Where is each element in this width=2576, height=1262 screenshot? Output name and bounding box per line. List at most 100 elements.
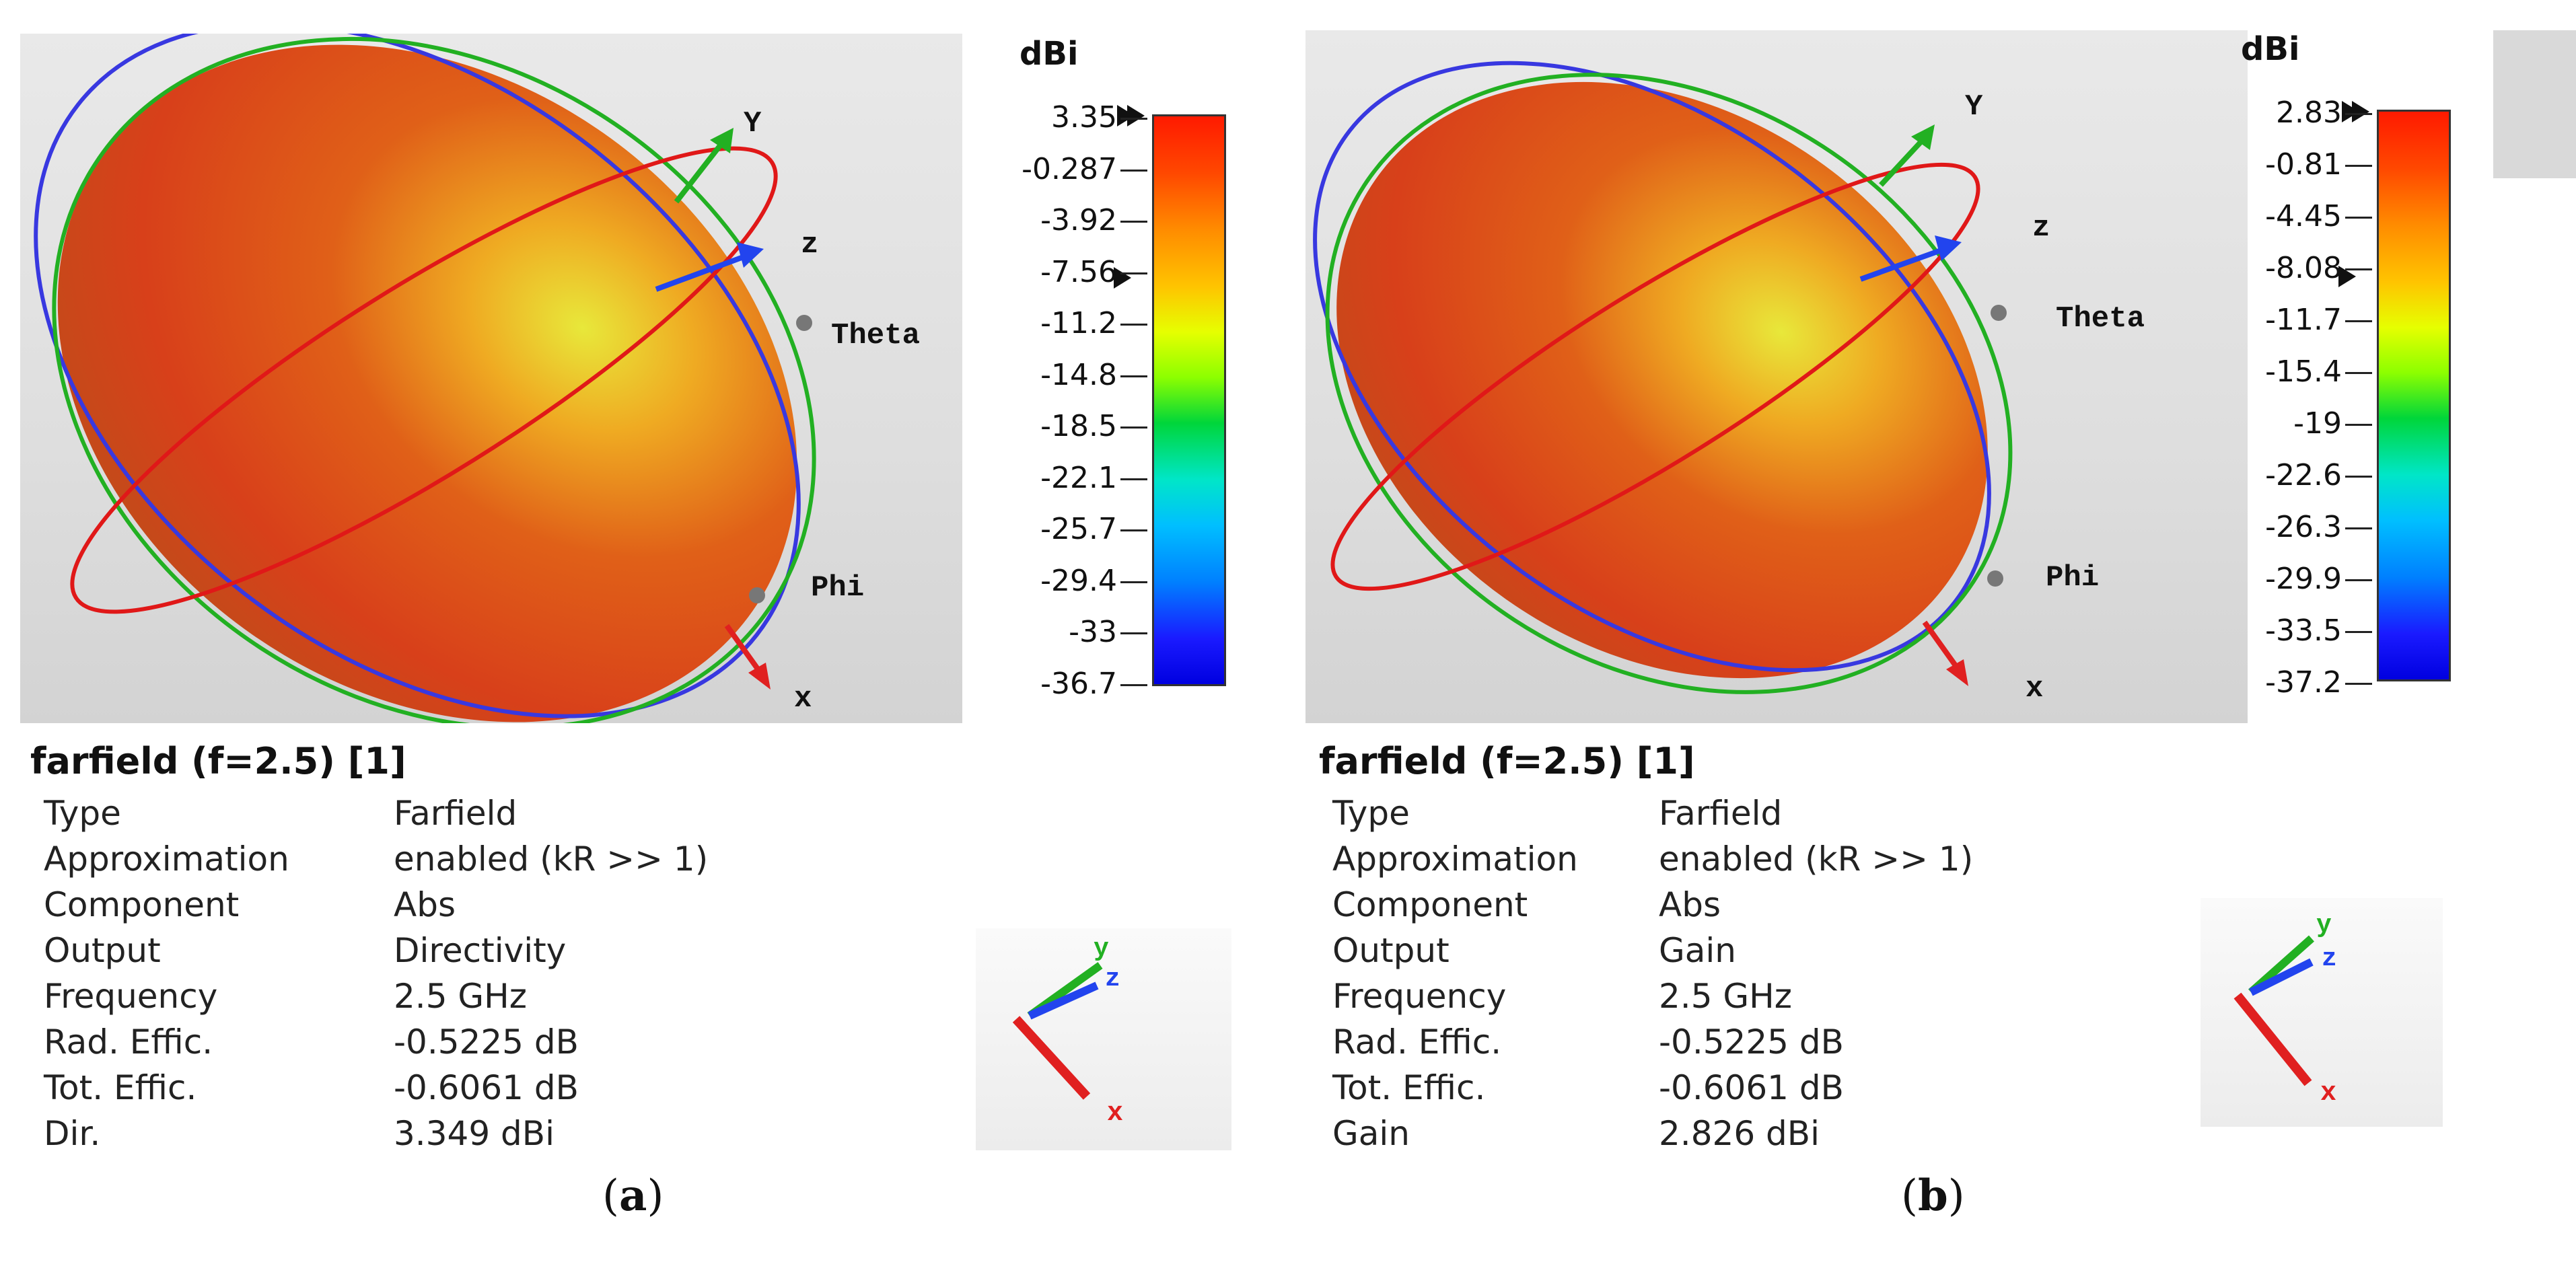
y-axis-arrow: [1879, 136, 1927, 187]
z-axis-label: z: [801, 228, 818, 262]
orientation-axes-widget: y z x: [2201, 898, 2443, 1127]
colorbar-tick: [1120, 221, 1147, 223]
colorbar-tick-label: -25.7: [1040, 512, 1117, 546]
property-key: Dir.: [44, 1114, 101, 1153]
property-key: Frequency: [1332, 977, 1507, 1016]
equator-ring-red: [1330, 162, 1980, 591]
property-key: Tot. Effic.: [44, 1068, 197, 1107]
colorbar-tick: [1120, 581, 1147, 583]
z-axis-arrow: [655, 253, 748, 292]
phi-label: Phi: [2046, 561, 2099, 595]
colorbar-tick: [1120, 324, 1147, 326]
colorbar-min-marker[interactable]: [1114, 267, 1131, 289]
colorbar-tick: [2345, 165, 2372, 167]
colorbar-tick: [2345, 217, 2372, 219]
radiation-pattern-body: [57, 44, 797, 722]
colorbar-tick-label: -14.8: [1040, 357, 1117, 392]
caption-a: (a): [602, 1171, 664, 1221]
property-value: Gain: [1659, 931, 1736, 970]
colorbar-tick: [2345, 631, 2372, 633]
property-key: Frequency: [44, 977, 218, 1016]
colorbar-tick-label: -4.45: [2265, 199, 2342, 233]
scrollbar[interactable]: [2493, 30, 2576, 178]
colorbar-tick-label: -22.1: [1040, 460, 1117, 495]
colorbar-tick: [2345, 372, 2372, 374]
colorbar-tick-label: -33: [1069, 615, 1117, 649]
y-axis-arrowhead: [710, 128, 734, 153]
colorbar-tick-label: -11.2: [1040, 306, 1117, 340]
colorbar-tick-label: -0.81: [2265, 147, 2342, 182]
z-axis-arrowhead: [1935, 235, 1962, 261]
colorbar-unit: dBi: [2241, 30, 2300, 68]
phi-marker: [749, 587, 765, 603]
property-key: Type: [1332, 794, 1410, 833]
property-key: Rad. Effic.: [1332, 1023, 1502, 1062]
property-value: Abs: [394, 885, 456, 924]
phi-label: Phi: [811, 571, 864, 605]
colorbar: [1152, 114, 1226, 686]
3d-farfield-view[interactable]: Y z Theta Phi x: [1305, 30, 2248, 723]
y-axis-arrow: [674, 139, 726, 204]
colorbar-max-marker-2: [2352, 101, 2369, 122]
colorbar-tick: [1120, 272, 1147, 274]
colorbar-tick-label: -29.4: [1040, 563, 1117, 598]
property-value: Farfield: [1659, 794, 1783, 833]
x-axis-arrowhead: [748, 663, 771, 690]
property-value: Abs: [1659, 885, 1721, 924]
colorbar-tick-label: -36.7: [1040, 666, 1117, 701]
colorbar-tick: [2345, 424, 2372, 426]
colorbar-tick: [1120, 169, 1147, 172]
colorbar-tick: [1120, 118, 1147, 120]
x-axis-label: x: [794, 682, 812, 716]
phi-ring-green: [1325, 73, 2013, 694]
colorbar-tick-label: -22.6: [2265, 458, 2342, 492]
property-key: Rad. Effic.: [44, 1023, 213, 1062]
property-key: Approximation: [44, 840, 289, 879]
3d-farfield-view[interactable]: Y z Theta Phi x: [20, 34, 962, 723]
mini-x-axis: [1012, 1016, 1091, 1100]
theta-marker: [796, 315, 812, 331]
property-key: Approximation: [1332, 840, 1578, 879]
colorbar-tick: [2345, 320, 2372, 322]
colorbar-tick-label: -29.9: [2265, 562, 2342, 596]
orientation-axes-widget: y z x: [976, 928, 1231, 1150]
theta-marker: [1991, 305, 2007, 321]
colorbar-tick-label: -33.5: [2265, 614, 2342, 648]
y-axis-label: Y: [744, 107, 762, 141]
theta-ring-blue: [34, 34, 801, 718]
colorbar-tick: [2345, 527, 2372, 529]
colorbar-tick-label: -0.287: [1022, 151, 1117, 186]
property-key: Output: [1332, 931, 1450, 970]
mini-z-label: z: [2322, 944, 2337, 973]
colorbar-tick: [2345, 476, 2372, 478]
property-key: Type: [44, 794, 121, 833]
colorbar-tick: [2345, 113, 2372, 115]
property-value: 3.349 dBi: [394, 1114, 554, 1153]
property-value: enabled (kR >> 1): [394, 840, 709, 879]
mini-x-label: x: [2320, 1078, 2336, 1109]
colorbar-tick-label: -11.7: [2265, 303, 2342, 337]
mini-y-label: y: [2316, 911, 2332, 940]
z-axis-arrow: [1859, 246, 1946, 282]
colorbar: [2377, 110, 2451, 681]
colorbar-tick-label: -7.56: [1040, 254, 1117, 289]
theta-ring-blue: [1313, 61, 1991, 673]
colorbar-tick: [1120, 478, 1147, 480]
farfield-title: farfield (f=2.5) [1]: [30, 740, 406, 782]
x-axis-arrow: [724, 624, 763, 675]
y-axis-label: Y: [1965, 90, 1983, 124]
theta-label: Theta: [831, 319, 920, 352]
property-value: enabled (kR >> 1): [1659, 840, 1974, 879]
mini-z-label: z: [1105, 965, 1120, 994]
property-value: -0.5225 dB: [394, 1023, 579, 1062]
farfield-title: farfield (f=2.5) [1]: [1319, 740, 1695, 782]
property-key: Component: [44, 885, 240, 924]
mini-y-label: y: [1094, 934, 1109, 963]
colorbar-tick-label: 3.35: [1051, 100, 1117, 135]
colorbar-tick-label: -26.3: [2265, 510, 2342, 544]
mini-x-label: x: [1107, 1099, 1123, 1129]
x-axis-arrowhead: [1946, 659, 1968, 686]
colorbar-tick-label: -15.4: [2265, 355, 2342, 389]
phi-marker: [1987, 570, 2003, 587]
equator-ring-red: [70, 146, 778, 614]
